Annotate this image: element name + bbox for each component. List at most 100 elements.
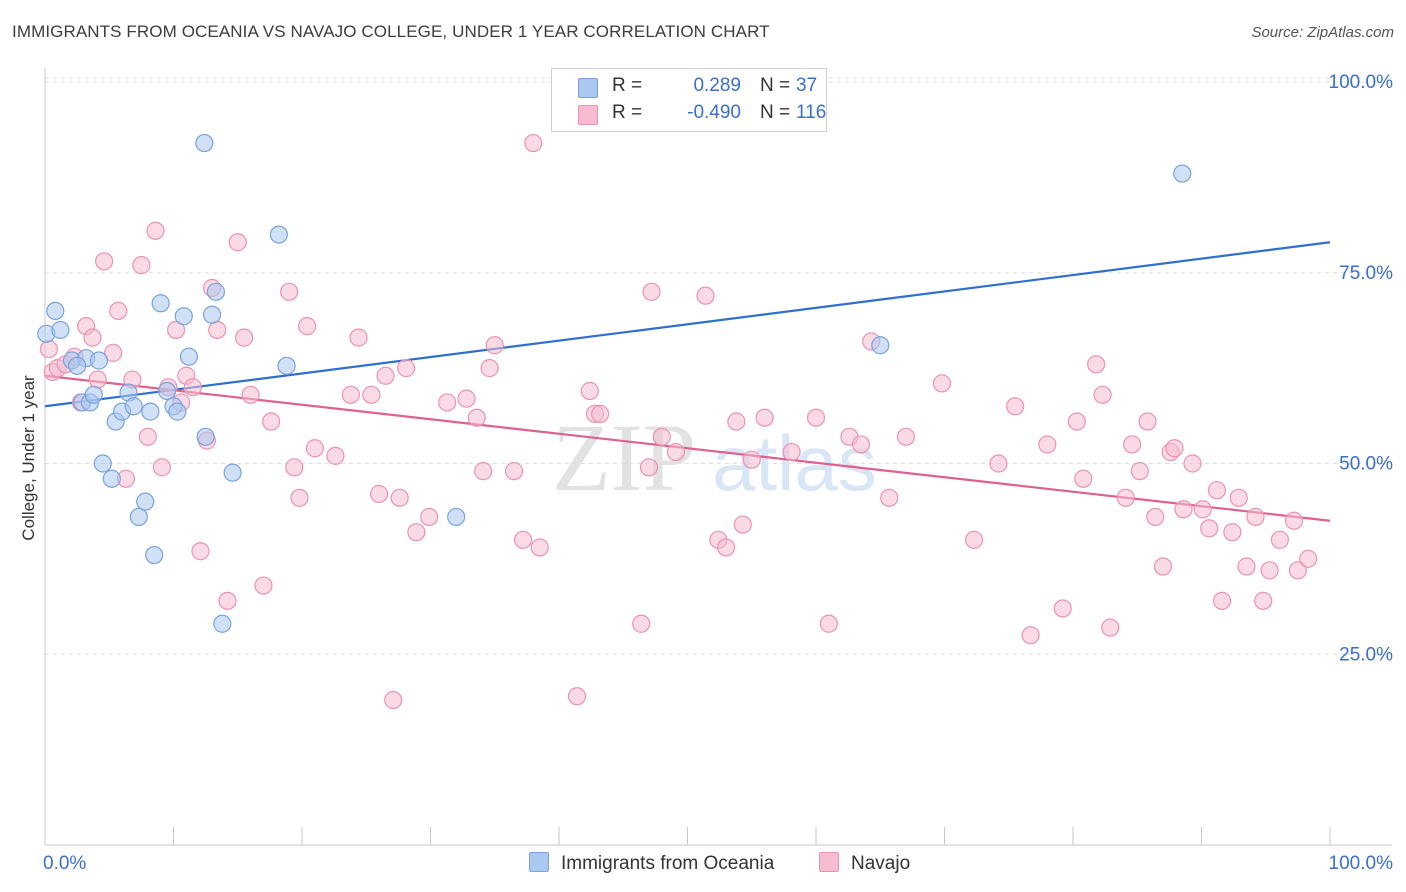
navajo-point bbox=[305, 439, 324, 458]
oceania-point bbox=[124, 397, 143, 416]
x-tick-label-min: 0.0% bbox=[43, 853, 86, 874]
navajo-point bbox=[485, 336, 504, 355]
bottom-legend-label-oceania: Immigrants from Oceania bbox=[561, 853, 775, 874]
oceania-point bbox=[151, 294, 170, 313]
navajo-point bbox=[642, 282, 661, 301]
legend-n-value: 37 bbox=[796, 75, 818, 96]
navajo-point bbox=[349, 328, 368, 347]
navajo-point bbox=[1270, 530, 1289, 549]
navajo-point bbox=[782, 442, 801, 462]
y-tick-label: 75.0% bbox=[1339, 263, 1393, 284]
oceania-point bbox=[68, 356, 87, 375]
navajo-point bbox=[298, 317, 317, 336]
navajo-point bbox=[632, 614, 651, 633]
navajo-point bbox=[742, 450, 761, 469]
source-credit: Source: ZipAtlas.com bbox=[1251, 24, 1394, 41]
navajo-point bbox=[1254, 591, 1273, 610]
navajo-point bbox=[39, 339, 58, 359]
navajo-point bbox=[591, 404, 610, 424]
oceania-point bbox=[129, 507, 148, 527]
navajo-point bbox=[152, 458, 172, 477]
navajo-point bbox=[1183, 454, 1202, 473]
navajo-point bbox=[964, 530, 984, 549]
navajo-point bbox=[1299, 549, 1318, 568]
oceania-point bbox=[277, 356, 296, 375]
navajo-point bbox=[896, 427, 916, 446]
axis-labels: 25.0% 50.0% 75.0% 100.0% 0.0% 100.0% College, … bbox=[19, 72, 1393, 874]
navajo-point bbox=[280, 282, 299, 301]
navajo-point bbox=[457, 389, 476, 408]
navajo-point bbox=[1207, 481, 1227, 500]
x-tick-label-max: 100.0% bbox=[1329, 853, 1394, 874]
navajo-point bbox=[1260, 561, 1279, 580]
navajo-point bbox=[1093, 385, 1112, 404]
oceania-point bbox=[136, 492, 155, 511]
legend-r-value: -0.490 bbox=[687, 102, 741, 123]
navajo-point bbox=[716, 538, 736, 557]
bottom-legend-swatch-navajo bbox=[819, 852, 839, 872]
navajo-point bbox=[480, 359, 499, 378]
oceania-point bbox=[168, 402, 187, 421]
navajo-point bbox=[104, 343, 123, 362]
navajo-point bbox=[235, 328, 254, 347]
bottom-legend-label-navajo: Navajo bbox=[851, 853, 911, 874]
oceania-point bbox=[102, 469, 121, 488]
navajo-point bbox=[666, 442, 686, 462]
navajo-point bbox=[652, 427, 671, 446]
navajo-trend-line bbox=[44, 374, 1331, 522]
navajo-point bbox=[567, 687, 587, 706]
axes bbox=[44, 68, 1392, 846]
navajo-point bbox=[513, 530, 533, 549]
navajo-point bbox=[1223, 523, 1242, 542]
navajo-point bbox=[1087, 355, 1106, 374]
navajo-point bbox=[474, 462, 493, 481]
navajo-point bbox=[290, 488, 309, 507]
oceania-trend-line bbox=[44, 241, 1331, 408]
navajo-point bbox=[755, 408, 774, 427]
legend-swatch-navajo bbox=[578, 105, 598, 125]
navajo-point bbox=[218, 591, 237, 610]
bottom-legend-oceania: Immigrants from Oceania bbox=[529, 852, 774, 875]
navajo-point bbox=[132, 256, 151, 275]
navajo-point bbox=[1038, 435, 1057, 454]
oceania-point bbox=[213, 614, 232, 633]
navajo-point bbox=[1153, 557, 1173, 576]
oceania-point bbox=[202, 305, 222, 324]
navajo-point bbox=[851, 435, 871, 454]
navajo-point bbox=[390, 488, 409, 507]
navajo-point bbox=[1006, 397, 1025, 416]
navajo-point bbox=[1053, 599, 1072, 618]
navajo-point bbox=[467, 408, 486, 427]
navajo-point bbox=[1229, 488, 1248, 507]
navajo-point bbox=[241, 385, 260, 404]
gridlines bbox=[45, 77, 1392, 655]
legend-n-value: 116 bbox=[796, 102, 827, 123]
navajo-point bbox=[696, 286, 715, 305]
legend-r-value: 0.289 bbox=[693, 75, 741, 96]
legend-n-label: N = bbox=[760, 75, 791, 96]
data-points bbox=[37, 133, 1318, 710]
navajo-point bbox=[262, 412, 281, 431]
oceania-point bbox=[195, 133, 214, 153]
oceania-point bbox=[157, 381, 177, 401]
oceania-point bbox=[871, 336, 890, 355]
navajo-point bbox=[1165, 439, 1184, 458]
navajo-point bbox=[1284, 511, 1304, 530]
oceania-point bbox=[206, 282, 226, 301]
navajo-point bbox=[524, 133, 543, 153]
trend-lines bbox=[44, 241, 1331, 522]
navajo-point bbox=[1130, 462, 1149, 481]
navajo-point bbox=[228, 233, 247, 252]
oceania-point bbox=[84, 385, 103, 404]
navajo-point bbox=[733, 515, 752, 534]
navajo-point bbox=[438, 393, 457, 412]
navajo-point bbox=[362, 385, 381, 404]
navajo-point bbox=[420, 507, 439, 527]
navajo-point bbox=[384, 690, 403, 710]
oceania-point bbox=[89, 351, 109, 370]
oceania-point bbox=[51, 320, 70, 340]
legend-swatch-oceania bbox=[578, 78, 598, 98]
navajo-point bbox=[1101, 618, 1120, 637]
navajo-point bbox=[819, 614, 838, 633]
